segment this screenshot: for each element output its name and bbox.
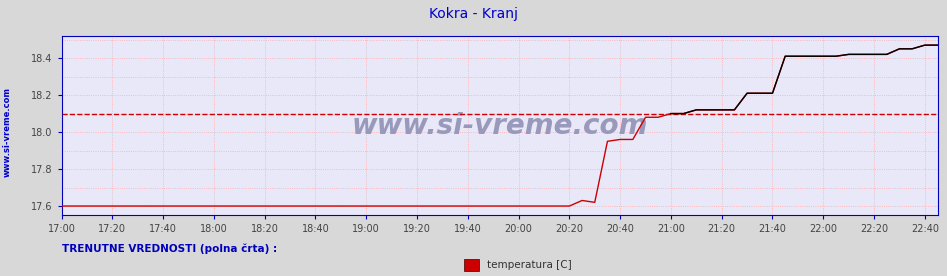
Text: temperatura [C]: temperatura [C] (487, 260, 571, 270)
Text: www.si-vreme.com: www.si-vreme.com (351, 112, 648, 140)
Text: TRENUTNE VREDNOSTI (polna črta) :: TRENUTNE VREDNOSTI (polna črta) : (62, 243, 277, 254)
Text: www.si-vreme.com: www.si-vreme.com (3, 87, 12, 177)
Text: Kokra - Kranj: Kokra - Kranj (429, 7, 518, 21)
